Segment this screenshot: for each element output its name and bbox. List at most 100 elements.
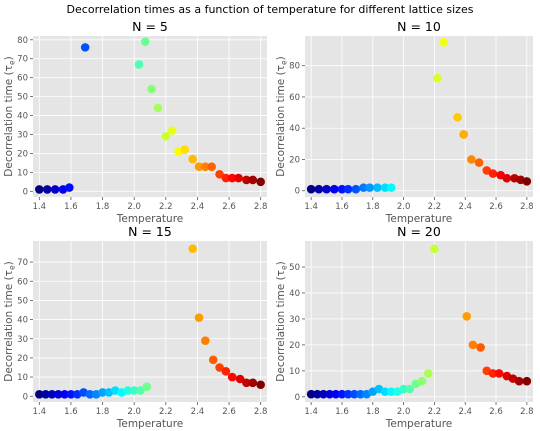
data-point (98, 388, 107, 397)
data-point (134, 60, 144, 69)
y-tick-label: 30 (17, 335, 28, 345)
data-point (322, 184, 331, 194)
data-point (399, 384, 408, 394)
data-point (331, 389, 341, 399)
y-tick-label: 20 (17, 354, 28, 364)
y-axis-label-close: ) (3, 261, 15, 265)
data-point (194, 162, 204, 171)
data-point (453, 112, 462, 122)
data-point (474, 158, 484, 167)
data-point (188, 244, 197, 253)
x-tick-label: 2.8 (520, 202, 534, 212)
y-tick-label: 60 (17, 277, 28, 287)
data-point (42, 185, 52, 194)
data-point (215, 363, 224, 372)
data-point (405, 384, 415, 394)
data-point (343, 389, 353, 399)
x-tick-label: 1.6 (335, 407, 349, 417)
y-tick-label: 20 (17, 149, 28, 159)
panel-title: N = 5 (132, 19, 168, 34)
y-axis-label: Decorrelation time (τe) (3, 261, 17, 381)
data-point (386, 387, 396, 396)
y-axis-label-subscript: e (8, 60, 17, 65)
data-point (80, 43, 90, 52)
data-point (60, 390, 69, 399)
data-point (66, 390, 76, 399)
data-point (373, 183, 382, 192)
data-point (467, 155, 476, 164)
x-tick-label: 2.2 (428, 202, 442, 212)
y-tick-label: 60 (17, 74, 28, 84)
data-point (256, 380, 265, 390)
data-point (123, 386, 133, 395)
data-point (386, 183, 396, 192)
x-tick-label: 1.8 (366, 202, 380, 212)
x-tick-label: 1.8 (96, 202, 110, 212)
data-point (242, 378, 251, 388)
data-point (142, 382, 152, 391)
data-point (314, 184, 324, 194)
data-point (423, 369, 433, 378)
data-point (306, 184, 316, 194)
y-tick-label: 50 (17, 93, 28, 103)
data-point (207, 162, 216, 171)
y-tick-label: 40 (17, 316, 28, 326)
y-tick-label: 40 (17, 112, 28, 122)
data-point (161, 132, 171, 141)
data-point (337, 389, 347, 399)
data-point (41, 390, 50, 399)
plot-area (305, 241, 533, 402)
data-point (343, 184, 353, 194)
y-axis-label-main: Decorrelation time (τ (275, 270, 287, 382)
x-tick-label: 2.4 (458, 407, 472, 417)
x-tick-label: 1.4 (304, 202, 318, 212)
data-point (494, 369, 504, 378)
data-point (313, 389, 322, 399)
y-axis-label-close: ) (275, 56, 287, 60)
y-axis-label-close: ) (3, 56, 15, 60)
data-point (65, 183, 74, 192)
data-point (201, 336, 210, 345)
x-tick-label: 1.6 (64, 202, 78, 212)
data-point (319, 389, 328, 399)
panel-4: 1.4 1.6 1.8 2.0 2.2 2.4 2.6 2.8 0 10 20 30 40 50 N = 2… (275, 224, 534, 430)
data-point (462, 312, 472, 321)
data-point (147, 84, 156, 94)
y-axis-label-subscript: e (8, 265, 17, 270)
panel-1: 1.4 1.6 1.8 2.0 2.2 2.4 2.6 2.8 0 10 20 30 40 50 60 70 8… (3, 19, 267, 225)
data-point (522, 376, 532, 386)
data-point (221, 173, 231, 183)
y-tick-label: 10 (289, 367, 300, 377)
data-point (325, 389, 334, 399)
data-point (256, 177, 265, 187)
x-tick-label: 2.0 (397, 202, 411, 212)
data-point (359, 183, 368, 192)
x-tick-label: 2.2 (159, 407, 173, 417)
x-tick-label: 2.0 (127, 407, 141, 417)
data-point (430, 244, 439, 254)
data-point (153, 103, 163, 113)
y-axis-label-subscript: e (280, 60, 289, 65)
data-point (242, 175, 251, 185)
y-tick-label: 20 (289, 341, 300, 351)
x-tick-label: 1.8 (96, 407, 110, 417)
x-tick-label: 1.6 (335, 202, 349, 212)
y-axis-label-close: ) (275, 261, 287, 265)
x-tick-label: 1.4 (304, 407, 318, 417)
plot-area (33, 241, 267, 402)
y-tick-label: 40 (289, 124, 300, 134)
data-point (35, 390, 44, 399)
data-point (35, 185, 44, 194)
x-tick-label: 2.2 (428, 407, 442, 417)
y-axis-label-main: Decorrelation time (τ (3, 270, 15, 382)
y-tick-label: 10 (17, 373, 28, 383)
y-tick-label: 50 (289, 263, 300, 273)
y-axis-label-main: Decorrelation time (τ (275, 65, 287, 177)
x-axis-label: Temperature (385, 418, 453, 430)
y-tick-label: 80 (17, 36, 28, 46)
x-tick-label: 2.6 (222, 407, 236, 417)
y-tick-label: 30 (17, 130, 28, 140)
data-point (227, 173, 237, 183)
y-tick-label: 40 (289, 289, 300, 299)
data-point (329, 184, 339, 194)
